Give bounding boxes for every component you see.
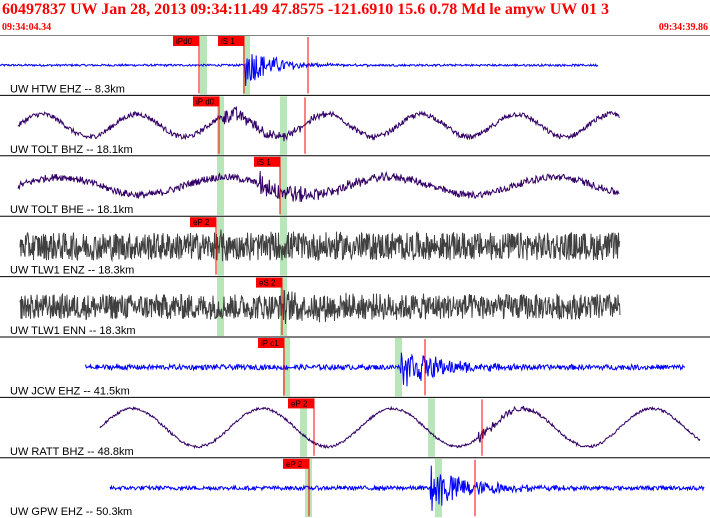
trace-row[interactable]: eP 2 UW GPW EHZ -- 50.3km bbox=[0, 457, 710, 518]
pick-flag bbox=[173, 36, 199, 46]
station-label: UW TLW1 ENZ -- 18.3km bbox=[10, 265, 134, 277]
phase-window bbox=[280, 156, 287, 216]
waveform bbox=[109, 465, 705, 511]
pick-label: eP 2 bbox=[291, 399, 308, 408]
pick-flag bbox=[190, 217, 216, 228]
station-label: UW GPW EHZ -- 50.3km bbox=[10, 506, 132, 518]
trace-row[interactable]: iPd0 iS 1 UW HTW EHZ -- 8.3km bbox=[0, 35, 710, 95]
waveform bbox=[17, 106, 620, 142]
trace-row[interactable]: eS 2 UW TLW1 ENN -- 18.3km bbox=[0, 276, 710, 337]
trace-row[interactable]: iS 1 UW TOLT BHE -- 18.1km bbox=[0, 155, 710, 216]
phase-window bbox=[280, 96, 287, 155]
trace-row[interactable]: eP 2 UW TLW1 ENZ -- 18.3km bbox=[0, 215, 710, 277]
phase-window bbox=[217, 217, 224, 276]
pick-label: iS 1 bbox=[257, 158, 271, 167]
station-label: UW TLW1 ENN -- 18.3km bbox=[10, 325, 136, 337]
phase-window bbox=[300, 398, 307, 457]
station-label: UW HTW EHZ -- 8.3km bbox=[10, 83, 125, 95]
waveform bbox=[19, 289, 621, 325]
phase-pick[interactable]: iS 1 bbox=[254, 156, 281, 215]
trace-row[interactable]: eP 2 UW RATT BHZ -- 48.8km bbox=[0, 396, 710, 458]
phase-window bbox=[217, 156, 224, 216]
start-time: 09:34:04.34 bbox=[2, 22, 52, 33]
end-time: 09:34:39.86 bbox=[658, 22, 708, 33]
pick-label: eP 2 bbox=[193, 218, 210, 227]
phase-pick[interactable]: iS 1 bbox=[218, 36, 245, 94]
pick-label: iS 1 bbox=[221, 37, 235, 46]
station-label: UW RATT BHZ -- 48.8km bbox=[10, 446, 134, 458]
pick-flag bbox=[288, 398, 314, 409]
phase-pick[interactable]: eP 2 bbox=[190, 217, 217, 275]
phase-pick[interactable]: iP c1 bbox=[258, 338, 285, 396]
phase-window bbox=[428, 398, 435, 457]
pick-label: iP d0 bbox=[196, 97, 215, 106]
phase-pick[interactable]: eS 2 bbox=[256, 277, 283, 335]
pick-flag bbox=[254, 156, 280, 167]
trace-row[interactable]: iP d0 UW TOLT BHZ -- 18.1km bbox=[0, 94, 710, 156]
waveform bbox=[17, 170, 620, 202]
phase-pick[interactable]: eP 2 bbox=[283, 458, 310, 517]
station-label: UW TOLT BHZ -- 18.1km bbox=[10, 144, 133, 156]
phase-window bbox=[217, 96, 224, 155]
pick-label: iP c1 bbox=[261, 339, 279, 348]
phase-pick[interactable]: iP d0 bbox=[193, 96, 220, 154]
seismogram-panel[interactable]: iPd0 iS 1 UW HTW EHZ -- 8.3km iP d0 UW TOLT … bbox=[0, 35, 710, 518]
trace-row[interactable]: iP c1 UW JCW EHZ -- 41.5km bbox=[0, 336, 710, 397]
waveform bbox=[0, 54, 599, 87]
station-label: UW TOLT BHE -- 18.1km bbox=[10, 204, 133, 216]
pick-label: eP 2 bbox=[286, 460, 303, 469]
pick-flag bbox=[283, 458, 309, 469]
pick-flag bbox=[258, 338, 284, 348]
pick-flag bbox=[256, 277, 282, 288]
station-label: UW JCW EHZ -- 41.5km bbox=[10, 385, 130, 397]
pick-label: iPd0 bbox=[176, 37, 193, 46]
pick-flag bbox=[193, 96, 219, 107]
phase-pick[interactable]: iPd0 bbox=[173, 36, 200, 94]
waveform bbox=[19, 229, 621, 263]
event-header: 60497837 UW Jan 28, 2013 09:34:11.49 47.… bbox=[2, 1, 609, 18]
waveform bbox=[84, 352, 686, 387]
phase-pick[interactable]: eP 2 bbox=[288, 398, 315, 456]
phase-window bbox=[217, 277, 224, 336]
pick-label: eS 2 bbox=[259, 279, 276, 288]
waveform bbox=[99, 405, 701, 450]
pick-flag bbox=[218, 36, 244, 46]
